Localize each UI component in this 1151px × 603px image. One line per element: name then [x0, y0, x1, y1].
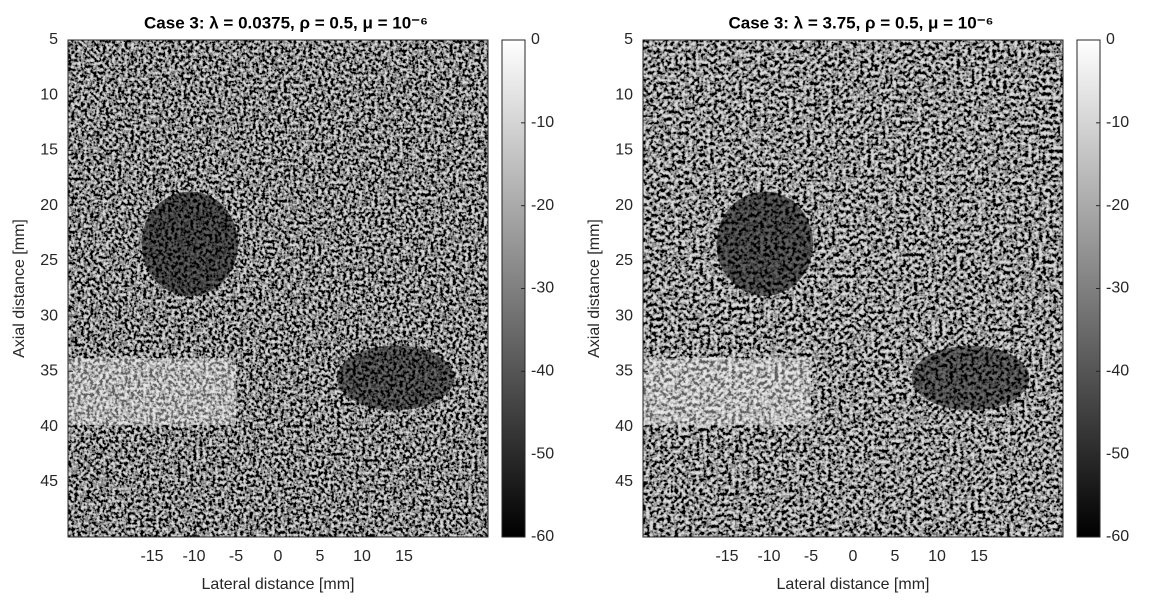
colorbar-tick-label: -40 — [531, 363, 554, 380]
bright-band — [68, 358, 236, 426]
y-tick-label: 20 — [615, 197, 633, 214]
y-axis-label: Axial distance [mm] — [11, 219, 28, 358]
x-tick-label: -15 — [715, 548, 738, 565]
y-tick-label: 10 — [40, 86, 58, 103]
y-tick-label: 35 — [615, 363, 633, 380]
colorbar-tick-label: -50 — [1106, 445, 1129, 462]
x-tick-label: -5 — [804, 548, 818, 565]
y-tick-label: 10 — [615, 86, 633, 103]
y-axis-label: Axial distance [mm] — [586, 219, 603, 358]
colorbar-tick-label: -20 — [1106, 197, 1129, 214]
chart-title: Case 3: λ = 3.75, ρ = 0.5, μ = 10⁻⁶ — [728, 13, 993, 32]
y-tick-label: 15 — [40, 142, 58, 159]
chart-title: Case 3: λ = 0.0375, ρ = 0.5, μ = 10⁻⁶ — [144, 13, 428, 32]
y-tick-label: 45 — [615, 473, 633, 490]
x-tick-label: 0 — [849, 548, 858, 565]
y-tick-label: 30 — [615, 307, 633, 324]
dark-region — [911, 345, 1030, 411]
y-tick-label: 35 — [40, 363, 58, 380]
dark-region — [336, 345, 455, 411]
colorbar-tick-label: -60 — [531, 528, 554, 545]
x-tick-label: -10 — [757, 548, 780, 565]
colorbar-tick-label: -10 — [531, 114, 554, 131]
y-tick-label: 5 — [624, 31, 633, 48]
x-tick-label: 10 — [928, 548, 946, 565]
colorbar-tick-label: -30 — [531, 280, 554, 297]
x-tick-label: 10 — [353, 548, 371, 565]
x-axis-label: Lateral distance [mm] — [777, 576, 930, 593]
bright-band — [643, 358, 811, 426]
colorbar-tick-label: -30 — [1106, 280, 1129, 297]
y-tick-label: 15 — [615, 142, 633, 159]
image-panel — [642, 39, 1064, 538]
colorbar-tick-label: 0 — [1106, 31, 1115, 48]
colorbar-tick-label: -20 — [531, 197, 554, 214]
x-tick-label: 0 — [274, 548, 283, 565]
y-tick-label: 5 — [49, 31, 58, 48]
x-tick-label: -10 — [182, 548, 205, 565]
image-panel — [67, 39, 489, 538]
x-tick-label: -15 — [140, 548, 163, 565]
colorbar-tick-label: -50 — [531, 445, 554, 462]
speckle-image — [643, 40, 1063, 537]
x-tick-label: 15 — [970, 548, 988, 565]
speckle-image — [68, 40, 488, 537]
colorbar-tick-label: -40 — [1106, 363, 1129, 380]
colorbar-tick-label: -10 — [1106, 114, 1129, 131]
colorbar-tick-label: -60 — [1106, 528, 1129, 545]
y-tick-label: 25 — [40, 252, 58, 269]
y-tick-label: 20 — [40, 197, 58, 214]
x-axis-label: Lateral distance [mm] — [202, 576, 355, 593]
x-tick-label: -5 — [229, 548, 243, 565]
y-tick-label: 40 — [40, 418, 58, 435]
x-tick-label: 15 — [395, 548, 413, 565]
colorbar-tick-label: 0 — [531, 31, 540, 48]
x-tick-label: 5 — [316, 548, 325, 565]
x-tick-label: 5 — [891, 548, 900, 565]
y-tick-label: 25 — [615, 252, 633, 269]
y-tick-label: 45 — [40, 473, 58, 490]
y-tick-label: 40 — [615, 418, 633, 435]
y-tick-label: 30 — [40, 307, 58, 324]
cyst — [141, 191, 239, 296]
cyst — [716, 191, 814, 296]
